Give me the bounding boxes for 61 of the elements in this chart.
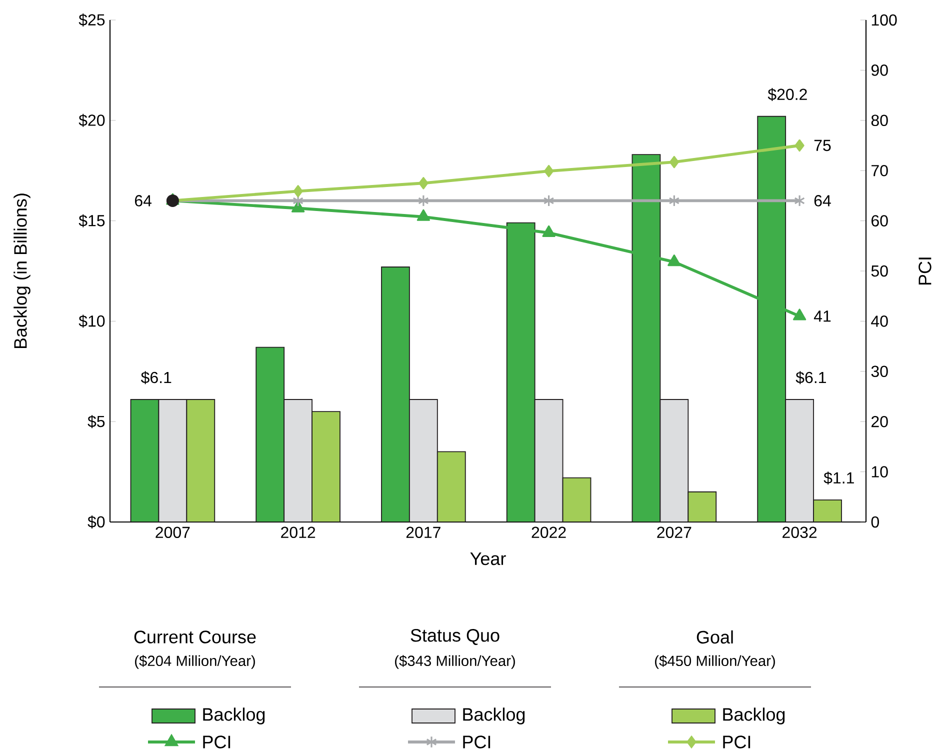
y2-tick-label: 80 xyxy=(871,114,888,126)
y2-tick-label: 100 xyxy=(872,14,897,26)
y-tick-label: $0 xyxy=(88,516,105,528)
legend-label: PCI xyxy=(463,736,490,748)
data-label: $1.1 xyxy=(824,472,854,485)
y2-tick-label: 10 xyxy=(872,466,888,478)
y2-tick-label: 0 xyxy=(871,516,879,528)
text: Current Course xyxy=(134,630,256,644)
text: ($204 Million/Year) xyxy=(135,655,255,669)
data-label: 75 xyxy=(814,140,831,152)
bar xyxy=(158,399,188,522)
bar xyxy=(408,399,438,522)
data-label: 64 xyxy=(814,195,831,206)
legend-label: Backlog xyxy=(723,708,785,724)
bar xyxy=(381,266,410,522)
legend-label: PCI xyxy=(203,736,230,748)
bar xyxy=(436,451,466,522)
data-label: $20.2 xyxy=(768,88,807,102)
legend-label: Backlog xyxy=(463,708,525,724)
y2-axis-title: PCI xyxy=(918,258,932,285)
bar xyxy=(660,399,689,522)
x-tick-label: 2022 xyxy=(532,526,566,538)
x-tick-label: 2032 xyxy=(782,526,817,538)
bar xyxy=(256,346,285,522)
y2-tick-label: 60 xyxy=(872,215,888,226)
bar xyxy=(284,399,313,522)
text: Goal xyxy=(696,630,733,644)
bar xyxy=(688,491,717,522)
y-axis-title: Backlog (in Billions) xyxy=(14,194,30,348)
y2-tick-label: 90 xyxy=(871,64,888,76)
x-tick-label: 2012 xyxy=(281,526,316,538)
bar xyxy=(534,399,564,522)
x-tick-label: 2007 xyxy=(156,526,190,538)
data-label: $6.1 xyxy=(140,371,172,384)
data-label: $6.1 xyxy=(796,371,826,384)
text: ($450 Million/Year) xyxy=(655,655,775,669)
x-tick-label: 2027 xyxy=(657,526,692,538)
data-label: 64 xyxy=(135,195,152,206)
y-tick-label: $5 xyxy=(88,415,105,428)
y2-tick-label: 50 xyxy=(871,265,888,277)
x-tick-label: 2017 xyxy=(406,526,440,538)
data-label: 41 xyxy=(814,310,831,322)
legend-label: PCI xyxy=(723,736,750,748)
y-tick-label: $15 xyxy=(78,214,105,228)
bar xyxy=(186,399,216,522)
legend-label: Backlog xyxy=(203,708,265,724)
bar xyxy=(562,477,592,522)
y2-tick-label: 30 xyxy=(871,366,888,378)
bar xyxy=(813,499,842,522)
x-axis-title: Year xyxy=(470,552,506,566)
y2-tick-label: 70 xyxy=(872,164,888,176)
y2-tick-label: 20 xyxy=(872,416,888,428)
text: ($343 Million/Year) xyxy=(395,655,515,669)
y2-tick-label: 40 xyxy=(871,316,888,327)
bar xyxy=(312,411,340,522)
y-tick-label: $25 xyxy=(78,14,105,26)
text: Status Quo xyxy=(410,629,500,645)
bar xyxy=(785,399,814,522)
y-tick-label: $20 xyxy=(78,114,105,127)
y-tick-label: $10 xyxy=(78,314,105,328)
bar xyxy=(130,399,160,522)
